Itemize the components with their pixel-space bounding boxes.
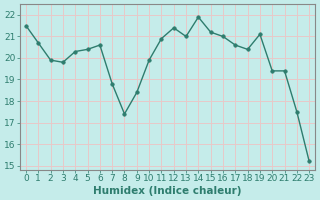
X-axis label: Humidex (Indice chaleur): Humidex (Indice chaleur) [93, 186, 242, 196]
